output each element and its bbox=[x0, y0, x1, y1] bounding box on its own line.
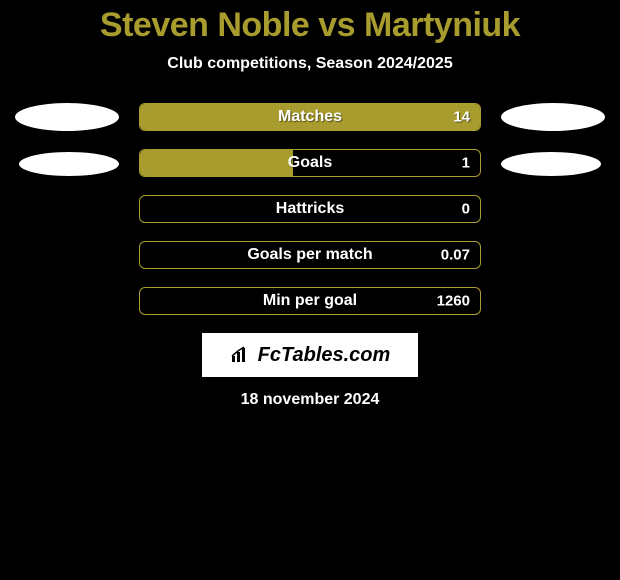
site-logo: FcTables.com bbox=[202, 333, 418, 377]
stat-label: Min per goal bbox=[263, 292, 357, 310]
stat-label: Goals bbox=[288, 154, 332, 172]
stat-value: 1 bbox=[462, 155, 470, 172]
left-player-marker bbox=[15, 103, 119, 131]
stat-label: Matches bbox=[278, 108, 342, 126]
chart-icon bbox=[230, 346, 252, 364]
right-player-marker bbox=[501, 152, 601, 176]
comparison-infographic: Steven Noble vs Martyniuk Club competiti… bbox=[0, 0, 620, 580]
stat-label: Hattricks bbox=[276, 200, 344, 218]
stats-list: Matches 14 Goals 1 Hattricks 0 Goals per match… bbox=[0, 103, 620, 315]
stat-bar: Goals 1 bbox=[139, 149, 481, 177]
stat-value: 14 bbox=[453, 109, 470, 126]
stat-bar: Matches 14 bbox=[139, 103, 481, 131]
footer-date: 18 november 2024 bbox=[0, 391, 620, 409]
stat-value: 1260 bbox=[437, 293, 470, 310]
site-logo-text: FcTables.com bbox=[258, 344, 391, 367]
page-title: Steven Noble vs Martyniuk bbox=[0, 0, 620, 45]
stat-row: Goals per match 0.07 bbox=[0, 241, 620, 269]
right-player-marker bbox=[501, 103, 605, 131]
stat-bar: Min per goal 1260 bbox=[139, 287, 481, 315]
stat-row: Goals 1 bbox=[0, 149, 620, 177]
stat-value: 0 bbox=[462, 201, 470, 218]
left-player-marker bbox=[19, 152, 119, 176]
stat-bar: Hattricks 0 bbox=[139, 195, 481, 223]
stat-row: Min per goal 1260 bbox=[0, 287, 620, 315]
stat-row: Matches 14 bbox=[0, 103, 620, 131]
stat-row: Hattricks 0 bbox=[0, 195, 620, 223]
page-subtitle: Club competitions, Season 2024/2025 bbox=[0, 55, 620, 73]
stat-label: Goals per match bbox=[247, 246, 372, 264]
stat-bar-fill bbox=[140, 150, 293, 176]
stat-bar: Goals per match 0.07 bbox=[139, 241, 481, 269]
stat-value: 0.07 bbox=[441, 247, 470, 264]
